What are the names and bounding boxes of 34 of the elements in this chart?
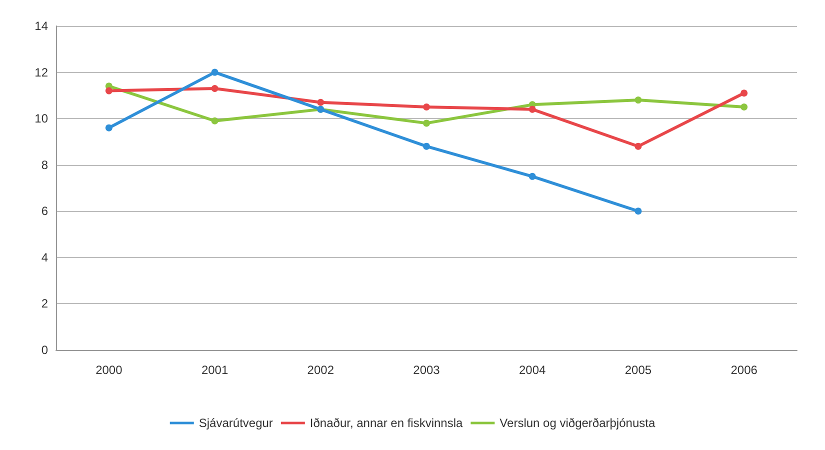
y-tick-label: 14 [34, 19, 48, 33]
point [634, 208, 642, 215]
y-tick-label: 8 [41, 158, 48, 172]
point [211, 68, 218, 76]
point [105, 87, 112, 94]
point [105, 124, 112, 132]
point [423, 104, 430, 110]
x-tick-label: 2002 [307, 363, 334, 377]
y-tick-label: 4 [41, 250, 48, 264]
legend-label: Sjávarútvegur [198, 416, 273, 430]
x-tick-label: 2000 [96, 363, 123, 377]
y-tick-label: 6 [41, 204, 48, 218]
point [211, 117, 218, 124]
point [317, 98, 324, 106]
point [528, 172, 536, 180]
legend-label: Verslun og viðgerðarþjónusta [500, 416, 656, 430]
x-tick-label: 2006 [730, 363, 758, 377]
y-tick-label: 10 [34, 112, 48, 126]
point [528, 106, 536, 113]
y-tick-label: 0 [41, 343, 48, 357]
point [423, 142, 430, 150]
point [740, 90, 748, 97]
y-tick-label: 2 [41, 296, 48, 311]
point [740, 104, 748, 110]
x-tick-label: 2005 [624, 363, 652, 377]
legend-label: Iðnaður, annar en fiskvinnsla [310, 416, 464, 430]
point [634, 96, 642, 104]
x-tick-label: 2004 [519, 363, 546, 377]
point [634, 142, 642, 150]
y-tick-label: 12 [34, 65, 48, 80]
x-tick-label: 2003 [413, 363, 440, 377]
point [211, 84, 218, 92]
x-tick-label: 2001 [201, 363, 228, 377]
point [423, 120, 430, 127]
